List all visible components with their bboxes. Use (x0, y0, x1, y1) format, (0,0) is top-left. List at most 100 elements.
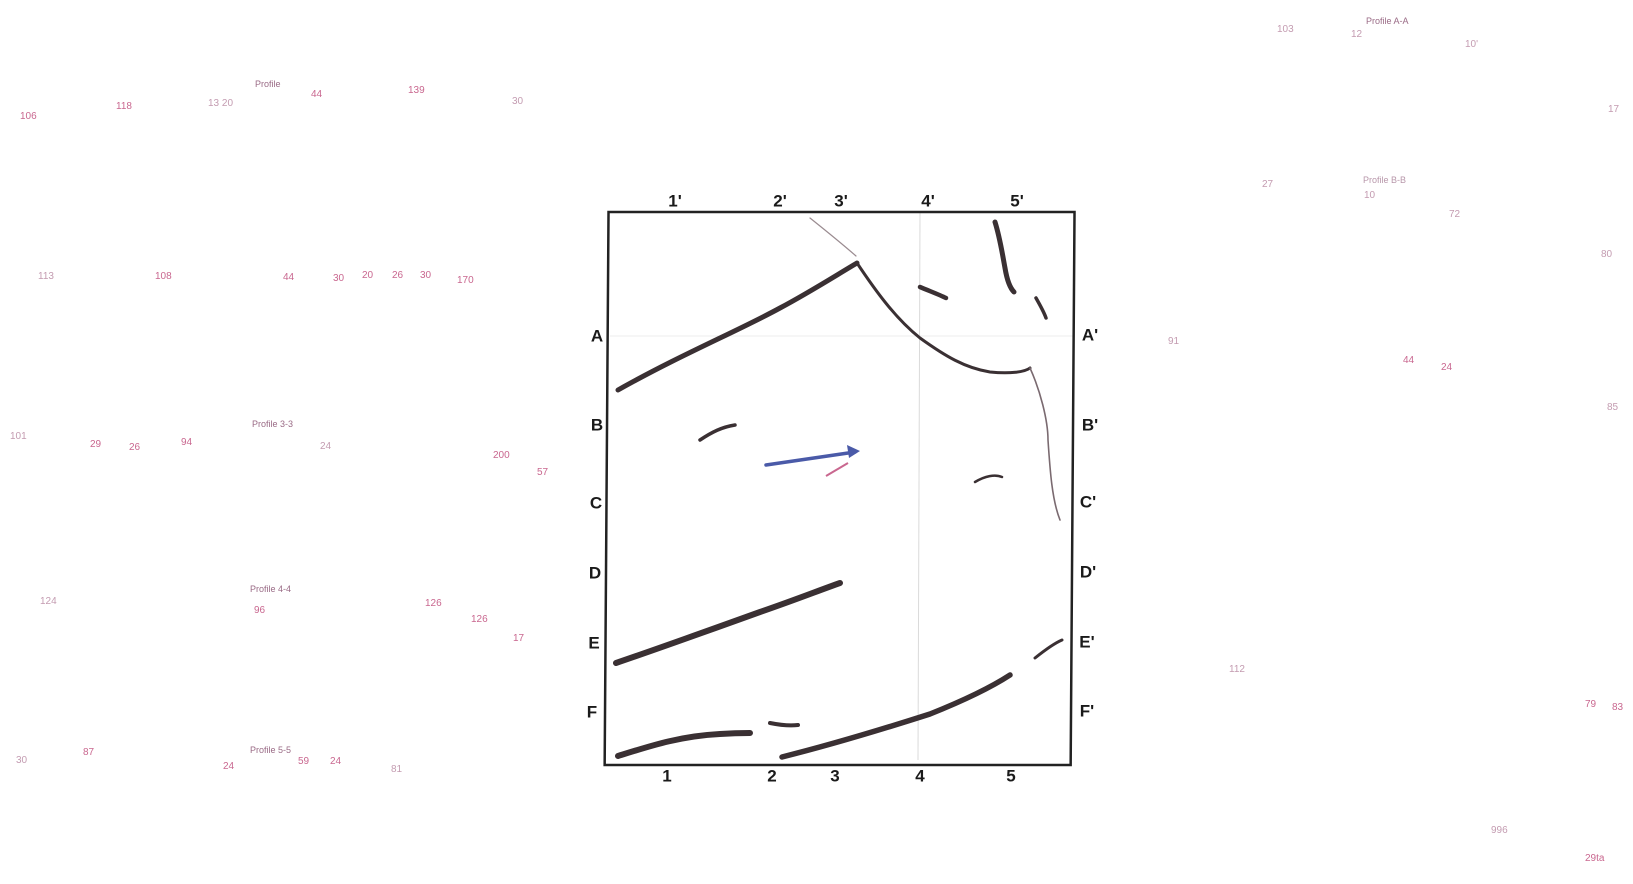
column-label-top: 1' (668, 191, 682, 211)
row-label-right: E' (1079, 632, 1095, 652)
fault-trace-b-east (1029, 367, 1061, 521)
fault-trace-3-north (809, 217, 857, 257)
displacement-arrow (764, 445, 860, 477)
arrow-secondary (825, 462, 849, 477)
annotation-number: 12 (1351, 29, 1363, 40)
annotation-number: 108 (155, 271, 172, 282)
column-label-top: 3' (834, 191, 848, 211)
row-label-right: B' (1081, 415, 1099, 435)
annotation-number: 94 (181, 437, 193, 448)
annotation-number: 87 (83, 747, 95, 758)
annotation-number: 96 (254, 605, 266, 616)
fault-trace-a-east (855, 261, 1032, 375)
row-label-left: E (588, 633, 600, 653)
profile-label: Profile 3-3 (252, 419, 294, 429)
annotation-number: 30 (16, 755, 28, 766)
annotation-number: 30 (420, 270, 432, 281)
annotation-number: 26 (392, 270, 404, 281)
fault-trace-e (613, 580, 843, 666)
annotation-number: 24 (223, 761, 235, 772)
annotation-number: 83 (1612, 702, 1624, 713)
annotation-number: 170 (457, 275, 474, 286)
profile-label: Profile A-A (1366, 16, 1409, 26)
fault-fragment-b (698, 423, 737, 442)
annotation-number: 24 (1441, 362, 1453, 373)
fault-trace-a (615, 260, 860, 393)
fault-fragment-c (973, 474, 1004, 484)
row-label-left: D (588, 563, 602, 583)
annotation-number: 124 (40, 596, 57, 607)
annotation-number: 85 (1607, 402, 1619, 413)
annotation-number: 44 (283, 272, 295, 283)
fault-traces (613, 217, 1064, 760)
annotation-number: 103 (1277, 24, 1294, 35)
annotation-number: 81 (391, 764, 403, 775)
annotation-number: 27 (1262, 179, 1274, 190)
annotation-number: 29 (90, 439, 102, 450)
annotation-number: 126 (471, 614, 488, 625)
annotation-number: 80 (1601, 249, 1613, 260)
annotation-number: 59 (298, 756, 310, 767)
fault-fragment-f (768, 721, 800, 728)
annotation-number: 118 (116, 101, 132, 112)
column-label-bottom: 2 (767, 766, 777, 786)
row-label-left: F (586, 702, 598, 722)
annotation-number: 72 (1449, 209, 1461, 220)
fault-trace-f-west (615, 730, 753, 759)
column-label-top: 2' (773, 191, 787, 211)
annotation-number: 44 (1403, 355, 1415, 366)
annotation-number: 10 (1364, 190, 1376, 201)
annotation-number: 112 (1229, 664, 1245, 675)
annotation-number: 17 (513, 633, 525, 644)
arrow-shaft (764, 450, 857, 467)
row-label-right: A' (1081, 325, 1099, 345)
annotation-number: 26 (129, 442, 141, 453)
annotation-number: 13 20 (208, 98, 234, 109)
fault-fragment-ne (1034, 296, 1048, 320)
annotation-number: 44 (311, 89, 323, 100)
row-label-right: C' (1079, 492, 1097, 512)
column-label-bottom: 3 (830, 766, 840, 786)
annotation-number: 106 (20, 111, 37, 122)
row-label-right: D' (1079, 562, 1097, 582)
annotation-number: 126 (425, 598, 442, 609)
fault-fragment-e-east (1033, 638, 1064, 660)
annotation-number: 996 (1491, 825, 1508, 836)
annotation-number: 30 (512, 96, 524, 107)
row-label-left: B (590, 415, 604, 435)
annotation-number: 17 (1608, 104, 1620, 115)
column-label-top: 4' (921, 191, 935, 211)
annotation-number: 101 (10, 431, 27, 442)
annotation-number: 113 (38, 271, 54, 282)
grid-line-4 (917, 211, 921, 761)
annotation-number: 10' (1465, 39, 1479, 50)
map-frame (603, 210, 1076, 767)
column-label-bottom: 4 (915, 766, 925, 786)
arrow-head (847, 445, 860, 458)
row-label-left: C (589, 493, 603, 513)
annotation-number: 20 (362, 270, 374, 281)
profile-label: Profile 4-4 (250, 584, 292, 594)
column-label-bottom: 5 (1006, 766, 1016, 786)
column-label-bottom: 1 (662, 766, 672, 786)
profile-label: Profile (255, 79, 281, 89)
annotation-number: 24 (330, 756, 342, 767)
profile-label: Profile B-B (1363, 175, 1407, 185)
annotation-number: 29ta (1585, 853, 1605, 864)
fault-fragment-4 (917, 284, 949, 301)
annotation-number: 79 (1585, 699, 1597, 710)
fault-trace-f-east (779, 672, 1013, 760)
profile-label: Profile 5-5 (250, 745, 292, 755)
row-label-right: F' (1079, 701, 1095, 721)
fault-trace-5 (992, 219, 1017, 295)
annotation-number: 57 (537, 467, 549, 478)
annotation-number: 30 (333, 273, 345, 284)
annotation-number: 24 (320, 441, 332, 452)
column-label-top: 5' (1010, 191, 1024, 211)
annotation-number: 91 (1168, 336, 1180, 347)
row-label-left: A (590, 326, 604, 346)
annotation-number: 200 (493, 450, 510, 461)
annotation-number: 139 (408, 85, 425, 96)
